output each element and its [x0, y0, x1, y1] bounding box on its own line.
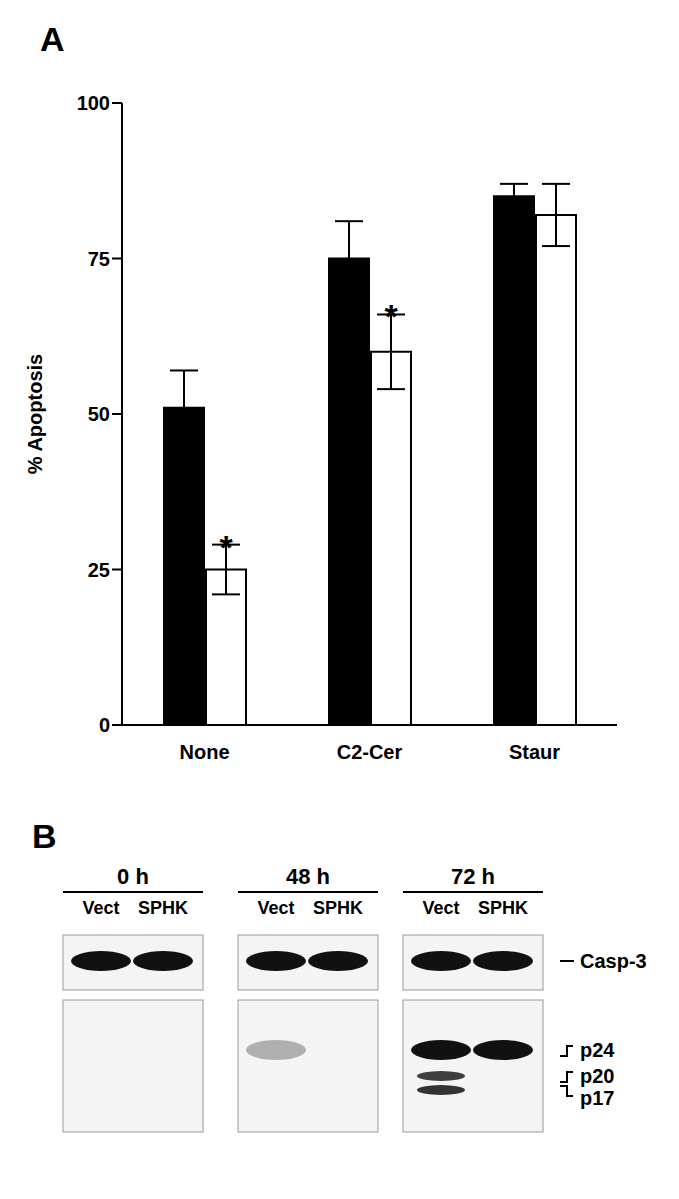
svg-text:None: None: [180, 741, 230, 763]
svg-text:SPHK: SPHK: [478, 898, 528, 918]
svg-text:C2-Cer: C2-Cer: [337, 741, 403, 763]
svg-text:p24: p24: [580, 1039, 615, 1061]
svg-text:Vect: Vect: [82, 898, 119, 918]
svg-text:0 h: 0 h: [117, 864, 149, 889]
svg-text:*: *: [384, 297, 398, 335]
svg-text:*: *: [219, 528, 233, 566]
svg-text:Staur: Staur: [509, 741, 560, 763]
svg-text:SPHK: SPHK: [313, 898, 363, 918]
svg-text:Vect: Vect: [257, 898, 294, 918]
svg-text:p20: p20: [580, 1065, 614, 1087]
svg-text:50: 50: [88, 403, 110, 425]
svg-text:48 h: 48 h: [286, 864, 330, 889]
svg-text:Casp-3: Casp-3: [580, 950, 647, 972]
svg-text:SPHK: SPHK: [138, 898, 188, 918]
svg-text:Vect: Vect: [422, 898, 459, 918]
svg-text:100: 100: [77, 92, 110, 114]
svg-text:75: 75: [88, 248, 110, 270]
html-text:% Apoptosis: % Apoptosis: [23, 353, 46, 475]
svg-text:72 h: 72 h: [451, 864, 495, 889]
html-text:A: A: [40, 20, 65, 58]
svg-text:0: 0: [99, 714, 110, 736]
svg-text:25: 25: [88, 559, 110, 581]
svg-text:p17: p17: [580, 1087, 614, 1109]
svg-text:B: B: [32, 817, 57, 855]
